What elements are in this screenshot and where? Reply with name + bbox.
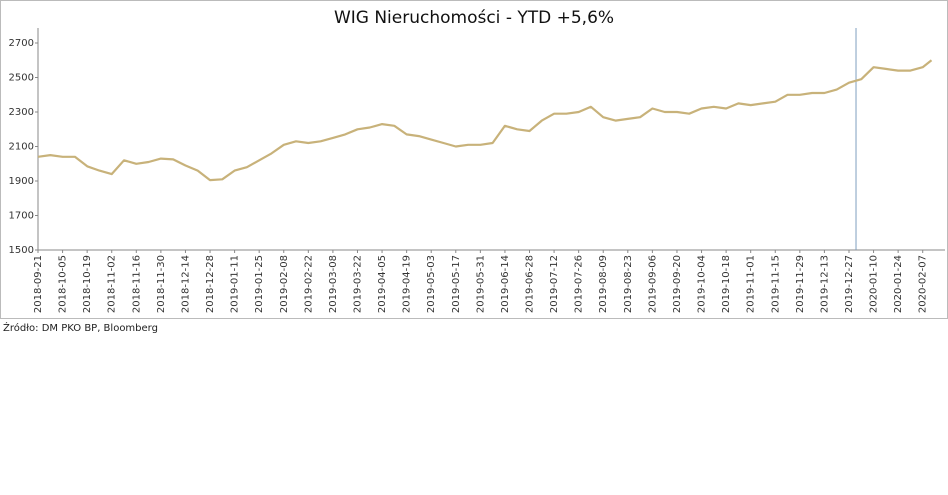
y-tick-label: 1700 bbox=[9, 211, 34, 222]
source-note: Źródło: DM PKO BP, Bloomberg bbox=[3, 321, 158, 334]
x-tick-label: 2019-06-28 bbox=[525, 255, 536, 313]
x-tick-label: 2019-02-08 bbox=[279, 255, 290, 313]
x-tick-label: 2019-07-26 bbox=[574, 255, 585, 313]
x-tick-label: 2019-07-12 bbox=[549, 255, 560, 313]
x-tick-label: 2019-09-20 bbox=[672, 255, 683, 313]
x-tick-label: 2019-04-05 bbox=[377, 255, 388, 313]
chart: WIG Nieruchomości - YTD +5,6% Źródło: DM… bbox=[0, 0, 948, 334]
y-tick-label: 1900 bbox=[9, 176, 34, 187]
x-tick-label: 2019-05-17 bbox=[451, 255, 462, 313]
x-tick-label: 2019-10-04 bbox=[697, 255, 708, 313]
x-tick-label: 2018-11-30 bbox=[156, 255, 167, 313]
y-tick-label: 2300 bbox=[9, 107, 34, 118]
chart-title: WIG Nieruchomości - YTD +5,6% bbox=[334, 8, 614, 28]
x-tick-label: 2019-01-11 bbox=[230, 255, 241, 313]
x-tick-label: 2020-01-24 bbox=[893, 255, 904, 313]
x-tick-label: 2020-02-07 bbox=[918, 255, 929, 313]
x-tick-label: 2019-04-19 bbox=[402, 255, 413, 313]
x-tick-label: 2019-12-13 bbox=[819, 255, 830, 313]
x-tick-label: 2019-11-29 bbox=[795, 255, 806, 313]
y-tick-label: 2700 bbox=[9, 38, 34, 49]
x-tick-label: 2018-12-28 bbox=[205, 255, 216, 313]
x-tick-label: 2019-11-01 bbox=[746, 255, 757, 313]
x-tick-label: 2018-12-14 bbox=[180, 255, 191, 313]
x-tick-label: 2020-01-10 bbox=[869, 255, 880, 313]
x-tick-label: 2018-11-16 bbox=[131, 255, 142, 313]
data-line bbox=[37, 59, 933, 182]
y-tick-label: 2100 bbox=[9, 142, 34, 153]
x-tick-label: 2019-03-08 bbox=[328, 255, 339, 313]
x-tick-label: 2019-09-06 bbox=[647, 255, 658, 313]
x-tick-label: 2019-05-31 bbox=[475, 255, 486, 313]
x-tick-label: 2019-08-09 bbox=[598, 255, 609, 313]
x-tick-label: 2019-02-22 bbox=[303, 255, 314, 313]
x-tick-label: 2018-09-21 bbox=[33, 255, 44, 313]
x-tick-label: 2019-12-27 bbox=[844, 255, 855, 313]
x-tick-label: 2018-11-02 bbox=[107, 255, 118, 313]
x-tick-label: 2019-08-23 bbox=[623, 255, 634, 313]
x-tick-label: 2019-05-03 bbox=[426, 255, 437, 313]
x-tick-label: 2018-10-05 bbox=[58, 255, 69, 313]
y-tick-label: 1500 bbox=[9, 245, 34, 256]
x-tick-label: 2019-10-18 bbox=[721, 255, 732, 313]
x-tick-label: 2019-01-25 bbox=[254, 255, 265, 313]
x-tick-label: 2019-06-14 bbox=[500, 255, 511, 313]
x-tick-label: 2018-10-19 bbox=[82, 255, 93, 313]
y-tick-label: 2500 bbox=[9, 73, 34, 84]
x-tick-label: 2019-03-22 bbox=[352, 255, 363, 313]
x-tick-label: 2019-11-15 bbox=[770, 255, 781, 313]
